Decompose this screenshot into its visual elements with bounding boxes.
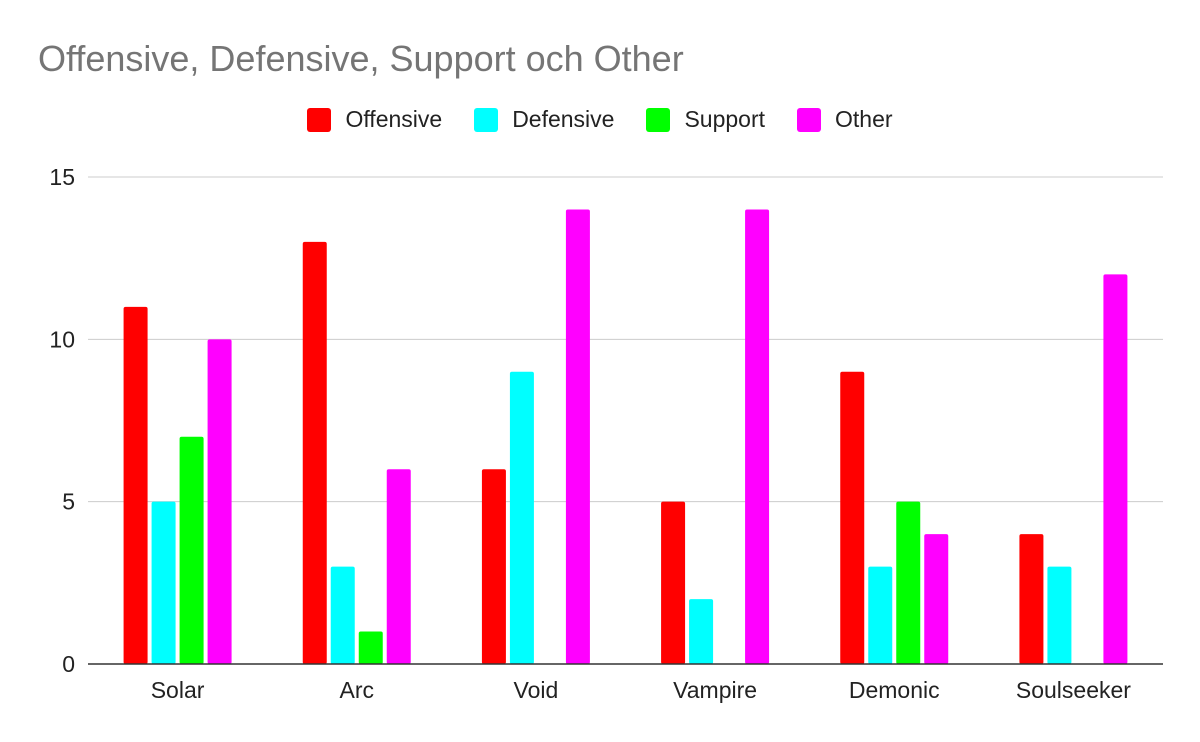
legend-label-2: Support [684,106,766,132]
bar-defensive-demonic [868,566,893,664]
legend-label-3: Other [835,106,893,132]
x-tick-label-3: Vampire [673,677,757,703]
bar-other-solar [207,339,232,664]
bar-defensive-vampire [689,599,714,664]
legend: Offensive Defensive Support Other [0,106,1200,133]
legend-item-1: Defensive [474,106,614,133]
x-tick-label-2: Void [514,677,559,703]
bar-other-vampire [745,209,770,664]
legend-swatch-3 [797,107,822,132]
bar-defensive-soulseeker [1047,566,1072,664]
bar-other-soulseeker [1103,274,1128,664]
bar-other-demonic [924,534,949,664]
x-tick-label-4: Demonic [849,677,940,703]
x-tick-label-1: Arc [340,677,375,703]
x-tick-label-0: Solar [151,677,205,703]
bar-offensive-arc [302,241,327,664]
bar-defensive-solar [151,501,176,664]
legend-item-0: Offensive [307,106,442,133]
bar-other-void [565,209,590,664]
y-tick-label-1: 5 [62,489,75,515]
legend-swatch-0 [307,107,332,132]
bar-offensive-soulseeker [1019,534,1044,664]
bar-support-arc [358,631,383,664]
chart-title: Offensive, Defensive, Support och Other [38,38,684,79]
bar-other-arc [386,469,411,664]
legend-item-3: Other [797,106,893,133]
bar-support-demonic [896,501,921,664]
legend-swatch-1 [474,107,499,132]
y-tick-label-3: 15 [49,164,75,190]
x-tick-label-5: Soulseeker [1016,677,1131,703]
bar-offensive-vampire [661,501,686,664]
bar-offensive-void [481,469,506,664]
legend-item-2: Support [646,106,765,133]
legend-swatch-2 [646,107,671,132]
bar-support-solar [179,436,204,664]
bar-offensive-demonic [840,371,865,664]
legend-label-1: Defensive [512,106,615,132]
y-tick-label-0: 0 [62,651,75,677]
y-tick-label-2: 10 [49,326,75,352]
legend-label-0: Offensive [345,106,443,132]
bar-defensive-arc [330,566,355,664]
bar-offensive-solar [123,306,148,664]
bar-defensive-void [509,371,534,664]
